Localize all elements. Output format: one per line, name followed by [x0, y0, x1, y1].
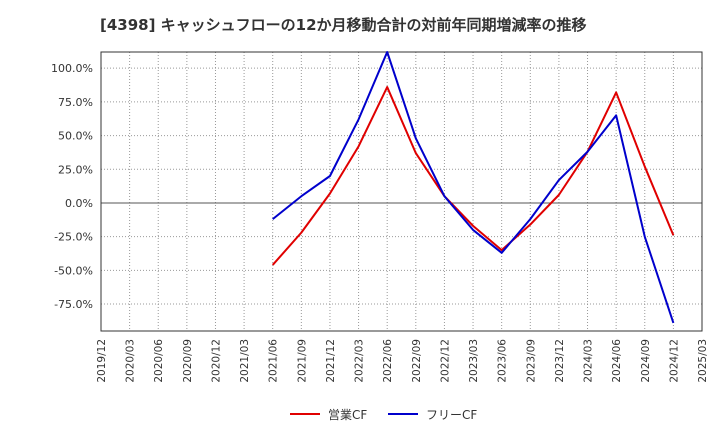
x-tick-label: 2024/09	[640, 339, 652, 383]
legend: 営業CF フリーCF	[290, 408, 477, 422]
x-tick-label: 2019/12	[96, 339, 108, 383]
series-line	[272, 51, 675, 324]
gridlines	[100, 52, 703, 331]
plot-frame	[100, 51, 703, 332]
x-tick-label: 2020/03	[125, 339, 137, 383]
x-tick-label: 2023/12	[554, 339, 566, 383]
y-tick-label: -75.0%	[54, 298, 93, 311]
x-tick-label: 2024/03	[583, 339, 595, 383]
y-tick-label: -50.0%	[54, 264, 93, 277]
x-tick-label: 2023/03	[468, 339, 480, 383]
legend-label: 営業CF	[328, 408, 367, 422]
x-tick-label: 2021/09	[296, 339, 308, 383]
x-tick-label: 2023/06	[497, 339, 509, 383]
axes: 100.0% 75.0% 50.0% 25.0% 0.0% -25.0% -50.0% -75…	[51, 51, 709, 383]
x-tick-label: 2022/12	[439, 339, 451, 383]
x-tick-label: 2020/06	[153, 339, 165, 383]
y-tick-label: 25.0%	[58, 163, 93, 176]
x-tick-label: 2022/09	[411, 339, 423, 383]
x-tick-label: 2020/12	[210, 339, 222, 383]
series-lines	[271, 51, 675, 324]
y-tick-label: 75.0%	[58, 96, 93, 109]
chart-title: [4398] キャッシュフローの12か月移動合計の対前年同期増減率の推移	[100, 16, 587, 34]
x-tick-label: 2024/06	[611, 339, 623, 383]
x-tick-label: 2021/12	[325, 339, 337, 383]
series-line	[271, 86, 675, 266]
x-tick-label: 2024/12	[668, 339, 680, 383]
x-tick-label: 2021/03	[239, 339, 251, 383]
x-tick-label: 2022/06	[382, 339, 394, 383]
x-tick-label: 2025/03	[697, 339, 709, 383]
y-tick-label: 0.0%	[65, 197, 93, 210]
y-tick-label: 50.0%	[58, 130, 93, 143]
legend-label: フリーCF	[426, 408, 477, 422]
x-tick-label: 2021/06	[268, 339, 280, 383]
x-tick-label: 2020/09	[182, 339, 194, 383]
y-tick-label: 100.0%	[51, 62, 93, 75]
x-tick-label: 2023/09	[525, 339, 537, 383]
y-tick-label: -25.0%	[54, 231, 93, 244]
x-tick-label: 2022/03	[354, 339, 366, 383]
